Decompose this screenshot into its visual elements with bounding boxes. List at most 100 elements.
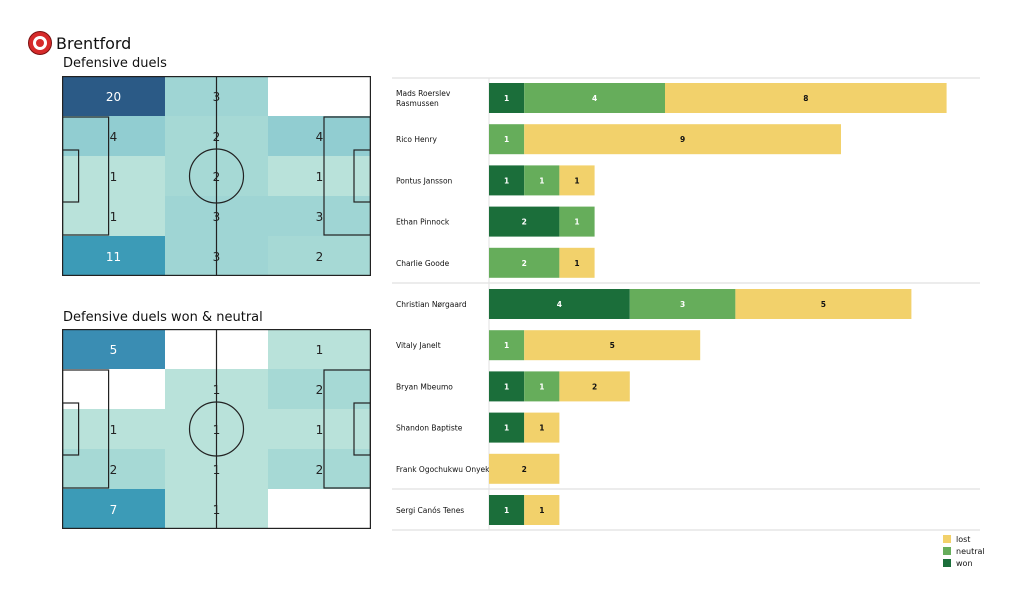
bar-data-label: 4 [592,94,597,103]
heatmap-cell [62,369,165,409]
bar-data-label: 8 [803,94,808,103]
pitch-svg: 5 11 21 1 12 1 27 1 [62,329,372,530]
team-header: Brentford [28,30,131,56]
goal-box-right [353,402,371,456]
bar-data-label: 1 [504,382,509,391]
heatmap-cell-value: 2 [316,250,324,264]
bar-data-label: 2 [522,259,527,268]
heatmap-cell-value: 5 [110,343,118,357]
legend-item-lost: lost [943,533,985,545]
heatmap-cell [62,196,165,236]
bar-segment-won [489,206,560,237]
bar-segment-won [489,412,525,443]
bar-segment-won [489,165,525,196]
player-label: Vitaly Janelt [396,341,441,350]
heatmap-cell-value: 7 [110,503,118,517]
bar-segment-lost [524,124,841,155]
bar-data-label: 1 [574,218,579,227]
heatmap-cell-value: 3 [316,210,324,224]
bar-segment-lost [665,83,947,113]
bar-data-label: 1 [504,135,509,144]
heatmap-cell-value: 1 [110,423,118,437]
heatmap-cell [268,236,371,276]
bar-segment-lost [489,453,560,484]
goal-box-left [62,149,80,203]
legend-swatch-lost [943,535,951,543]
heatmap-cell [268,116,371,156]
heatmap-cell [62,116,165,156]
legend-item-neutral: neutral [943,545,985,557]
heatmap-cell-value: 1 [110,210,118,224]
heatmap-cell-value: 2 [316,383,324,397]
player-label: Pontus Jansson [396,176,453,185]
heatmap-cell-value: 1 [316,343,324,357]
bar-segment-lost [524,330,701,361]
player-label: Mads Roerslev Rasmussen [396,89,451,108]
bar-segment-neutral [524,83,665,113]
player-label: Ethan Pinnock [396,218,450,227]
bar-data-label: 1 [539,176,544,185]
bar-data-label: 1 [574,176,579,185]
goal-box-left [62,402,80,456]
heatmap-cell-value: 2 [316,463,324,477]
bar-data-label: 1 [504,424,509,433]
heatmap-cell-value: 20 [106,90,121,104]
legend-label-won: won [956,558,973,568]
bar-data-label: 1 [539,382,544,391]
heatmap-cell [62,76,165,116]
bar-data-label: 2 [522,218,527,227]
heatmap-cell-value: 4 [316,130,324,144]
bar-data-label: 5 [821,300,826,309]
player-label: Rico Henry [396,135,437,144]
heatmap-cell [62,236,165,276]
bar-segment-lost [559,165,595,196]
heatmap-cell-value: 1 [316,170,324,184]
center-circle [188,148,245,204]
heatmap-cell [62,449,165,489]
bar-segment-neutral [489,124,525,155]
bar-segment-lost [524,412,560,443]
heatmap-cell [268,329,371,369]
bar-data-label: 1 [504,94,509,103]
player-label: Sergi Canós Tenes [396,506,464,515]
bar-segment-lost [559,247,595,278]
bar-data-label: 1 [504,506,509,515]
goal-box-right [353,149,371,203]
bar-segment-neutral [559,206,595,237]
player-label: Charlie Goode [396,259,450,268]
heatmap-cell-value: 1 [316,423,324,437]
pitch-title-won-neutral: Defensive duels won & neutral [63,310,263,325]
legend-label-lost: lost [956,534,971,544]
bar-data-label: 1 [504,176,509,185]
bar-segment-neutral [524,371,560,402]
pitch-svg: 20 34 2 41 2 11 3 311 3 2 [62,76,372,277]
heatmap-cell [268,369,371,409]
brentford-crest-icon [28,31,52,55]
player-label: Shandon Baptiste [396,424,463,433]
bar-segment-won [489,371,525,402]
bar-data-label: 3 [680,300,685,309]
team-name: Brentford [56,33,132,53]
bar-segment-won [489,83,525,113]
player-label: Christian Nørgaard [396,300,467,309]
bar-data-label: 1 [574,259,579,268]
bar-segment-neutral [524,165,560,196]
heatmap-cell [268,76,371,116]
heatmap-cell [268,449,371,489]
bar-data-label: 9 [680,135,685,144]
bar-segment-neutral [489,330,525,361]
player-label: Frank Ogochukwu Onyeka [396,465,494,474]
legend-swatch-won [943,559,951,567]
heatmap-cell [62,489,165,529]
chart-legend: lost neutral won [943,533,985,569]
bar-data-label: 5 [610,341,615,350]
heatmap-cell [268,196,371,236]
bar-segment-lost [524,495,560,525]
legend-label-neutral: neutral [956,546,985,556]
heatmap-cell-value: 4 [110,130,118,144]
bar-data-label: 4 [557,300,562,309]
center-circle [188,401,245,457]
bar-data-label: 1 [539,424,544,433]
heatmap-cell-value: 2 [110,463,118,477]
